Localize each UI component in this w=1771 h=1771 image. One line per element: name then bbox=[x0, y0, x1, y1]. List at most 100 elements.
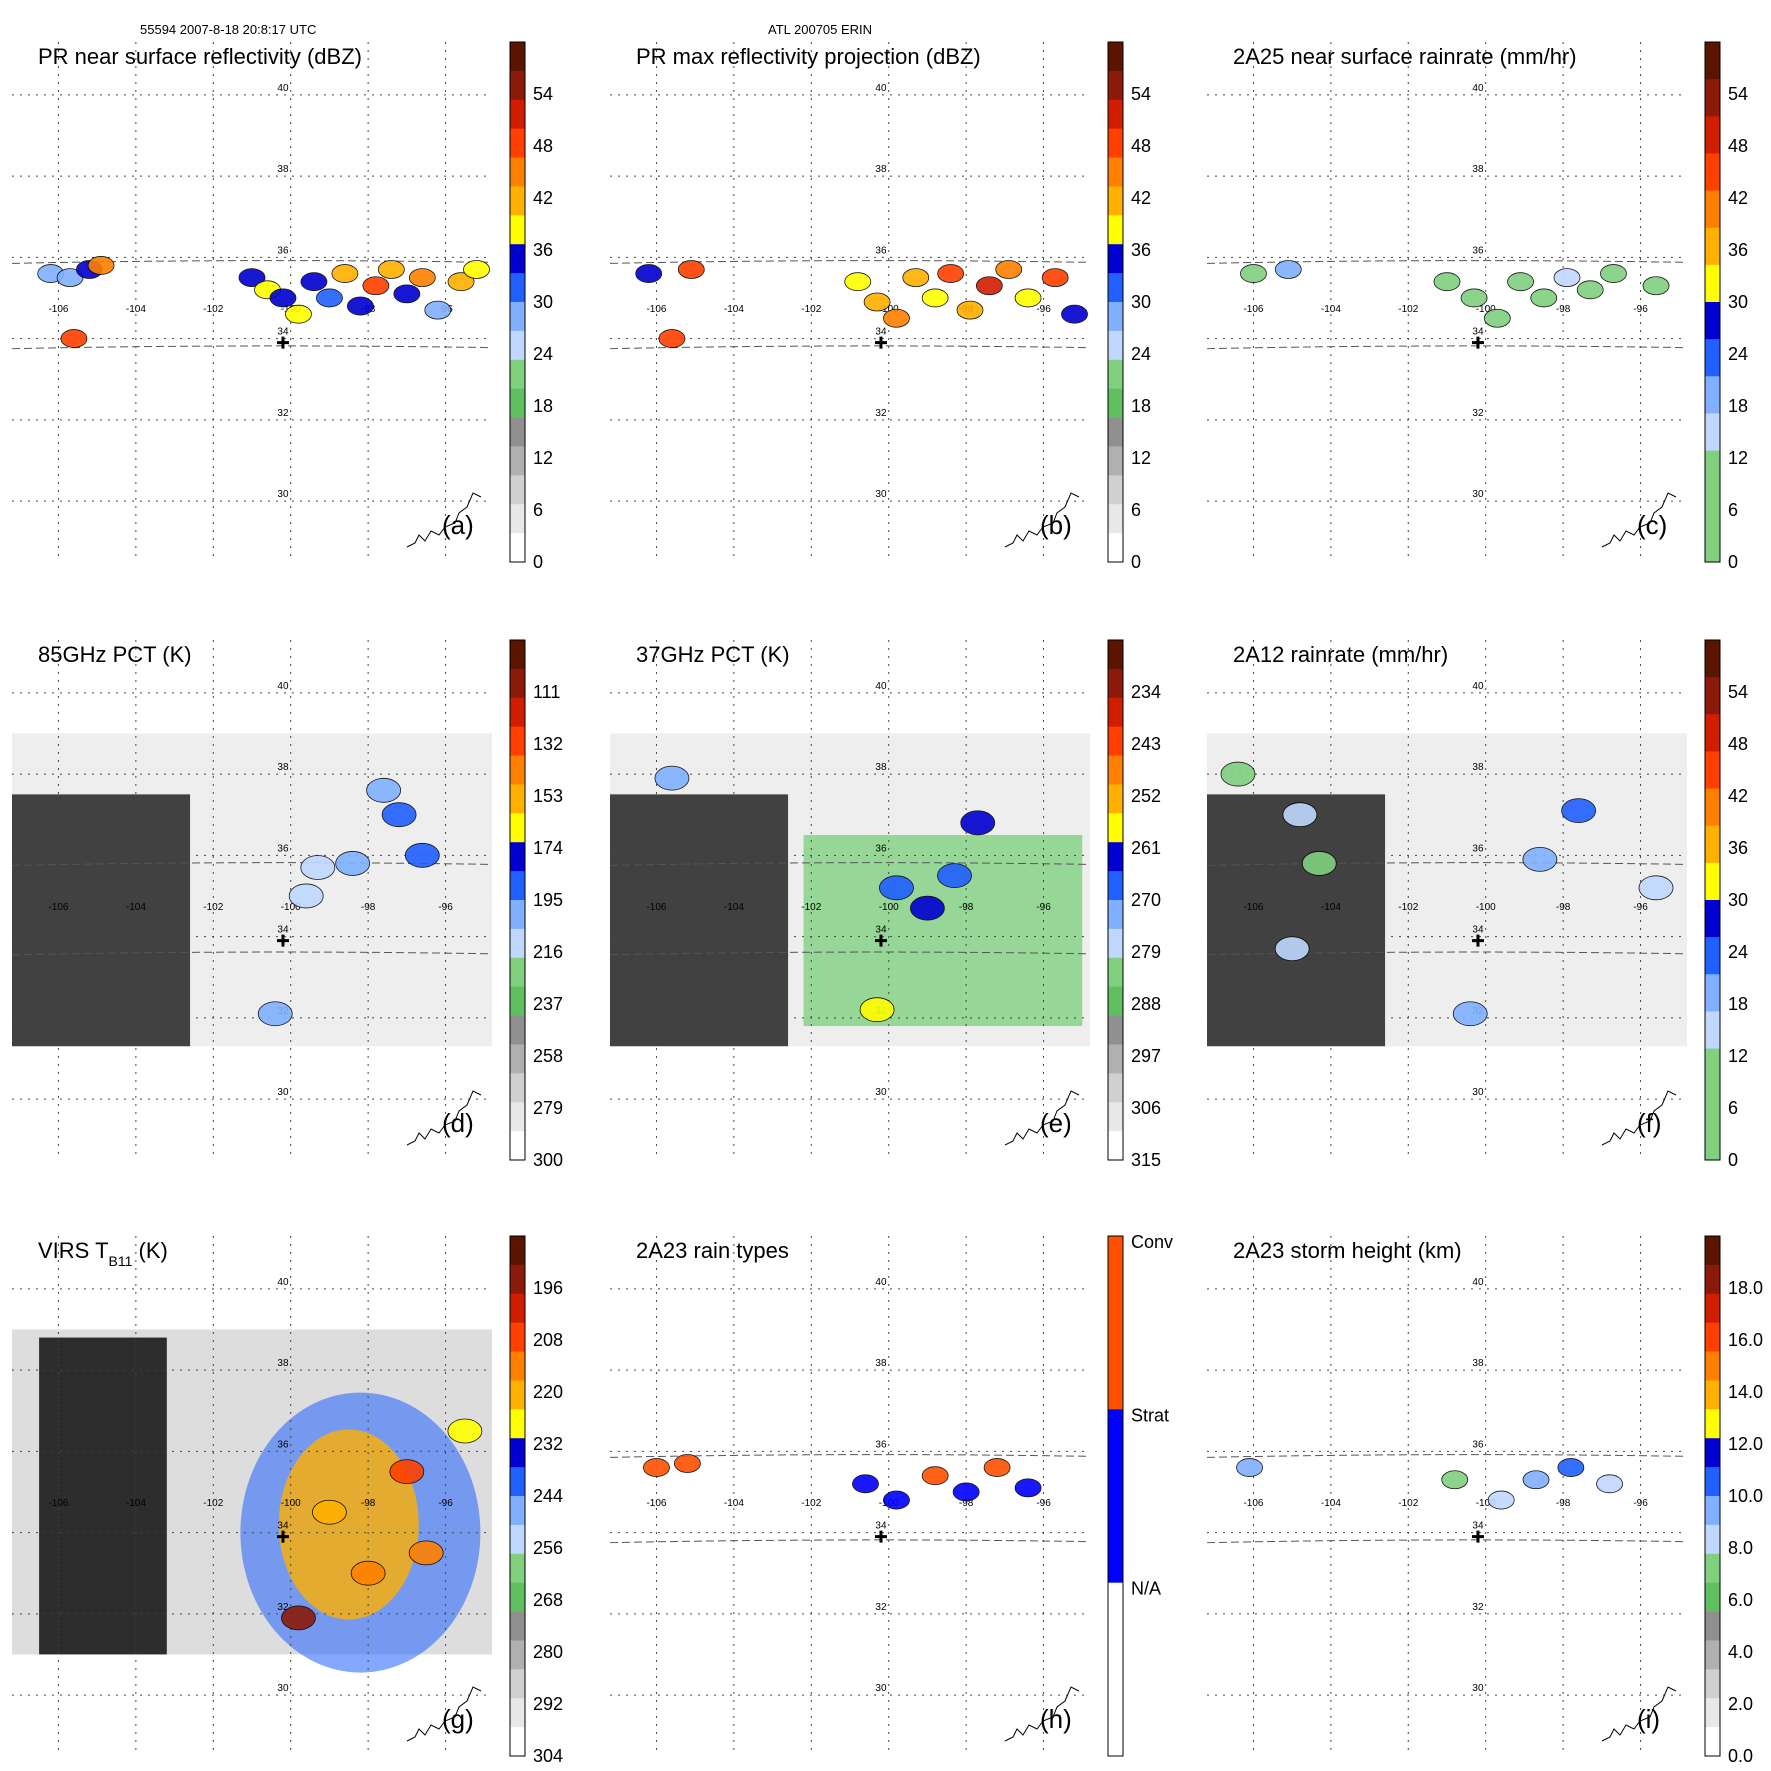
lon-tick-label: -104 bbox=[724, 304, 744, 315]
data-cell bbox=[1460, 288, 1488, 308]
lat-tick-label: 34 bbox=[875, 327, 887, 338]
colorbar-segment bbox=[1705, 751, 1720, 790]
storm-center-marker bbox=[874, 1530, 887, 1543]
colorbar-frame bbox=[1704, 1235, 1721, 1757]
lat-tick-label: 30 bbox=[875, 489, 887, 500]
colorbar-tick-label: 12 bbox=[1728, 1046, 1748, 1066]
colorbar-segment bbox=[510, 1611, 525, 1641]
data-cell bbox=[1483, 308, 1511, 328]
data-cell bbox=[910, 895, 945, 921]
colorbar-tick-label: 195 bbox=[533, 890, 563, 910]
data-cell bbox=[859, 997, 895, 1023]
colorbar-tick-label: 54 bbox=[1728, 682, 1748, 702]
colorbar-frame bbox=[1107, 1235, 1124, 1757]
data-cell bbox=[389, 1459, 425, 1485]
colorbar-segment bbox=[1108, 359, 1123, 390]
storm-center-marker bbox=[276, 1530, 289, 1543]
lon-tick-label: -104 bbox=[724, 1498, 744, 1509]
colorbar-tick-label: 6 bbox=[533, 500, 543, 520]
data-cell bbox=[960, 810, 996, 836]
lon-tick-label: -96 bbox=[1633, 1498, 1648, 1509]
colorbar-segment bbox=[510, 1351, 525, 1381]
colorbar-tick-label: 18 bbox=[1131, 396, 1151, 416]
colorbar-segment bbox=[510, 668, 525, 699]
data-cell bbox=[883, 1490, 910, 1510]
colorbar-segment bbox=[510, 475, 525, 505]
data-cell bbox=[331, 264, 359, 283]
colorbar-tick-label: 244 bbox=[533, 1486, 563, 1506]
data-cell bbox=[674, 1454, 701, 1473]
data-cell bbox=[87, 256, 115, 275]
coastline bbox=[406, 1090, 482, 1146]
colorbar-tick-label: 300 bbox=[533, 1150, 563, 1170]
colorbar-tick-label: 14.0 bbox=[1728, 1382, 1763, 1402]
colorbar-segment bbox=[1108, 1102, 1123, 1132]
colorbar-tick-label: 36 bbox=[1728, 240, 1748, 260]
storm-center-marker bbox=[276, 336, 289, 349]
colorbar-segment bbox=[510, 842, 525, 872]
lon-tick-label: -106 bbox=[646, 902, 666, 913]
lon-tick-label: -104 bbox=[1321, 1498, 1341, 1509]
data-cell bbox=[1530, 288, 1558, 308]
colorbar-tick-label: 12 bbox=[1728, 448, 1748, 468]
lon-tick-label: -106 bbox=[646, 1498, 666, 1509]
colorbar-segment bbox=[1108, 1582, 1123, 1757]
storm-center-marker bbox=[1471, 336, 1484, 349]
data-cell bbox=[1553, 268, 1581, 288]
panel-label: (f) bbox=[1637, 1108, 1662, 1138]
lat-tick-label: 40 bbox=[1472, 1277, 1484, 1288]
colorbar-segment bbox=[1705, 227, 1720, 266]
lat-tick-label: 38 bbox=[875, 1358, 887, 1369]
lat-tick-label: 36 bbox=[277, 245, 289, 256]
colorbar-segment bbox=[510, 1044, 525, 1074]
lon-tick-label: -102 bbox=[203, 902, 223, 913]
colorbar-segment bbox=[510, 1467, 525, 1497]
lat-tick-label: 36 bbox=[277, 1439, 289, 1450]
data-cell bbox=[1576, 280, 1604, 300]
colorbar-segment bbox=[510, 957, 525, 988]
lat-tick-label: 32 bbox=[277, 408, 289, 419]
colorbar-segment bbox=[510, 1264, 525, 1295]
colorbar-segment bbox=[1108, 330, 1123, 361]
colorbar-segment bbox=[1108, 668, 1123, 699]
colorbar-segment bbox=[1108, 1015, 1123, 1045]
colorbar-tick-label: 16.0 bbox=[1728, 1330, 1763, 1350]
colorbar-segment bbox=[510, 244, 525, 274]
colorbar-tick-label: 288 bbox=[1131, 994, 1161, 1014]
colorbar-segment bbox=[1705, 1293, 1720, 1324]
colorbar-segment bbox=[1705, 413, 1720, 452]
data-cell bbox=[408, 1540, 444, 1566]
colorbar-segment bbox=[510, 533, 525, 563]
data-cell bbox=[350, 1560, 386, 1586]
colorbar-tick-label: 261 bbox=[1131, 838, 1161, 858]
colorbar-segment bbox=[510, 70, 525, 101]
data-cell bbox=[1061, 304, 1088, 324]
warm-region bbox=[803, 835, 1083, 1026]
data-cell bbox=[1041, 268, 1069, 288]
lon-tick-label: -102 bbox=[1398, 304, 1418, 315]
data-cell bbox=[983, 1458, 1011, 1477]
data-cell bbox=[1487, 1490, 1515, 1510]
colorbar-segment bbox=[1108, 1131, 1123, 1161]
colorbar-tick-label: 6.0 bbox=[1728, 1590, 1753, 1610]
colorbar-segment bbox=[1705, 1122, 1720, 1161]
coastline bbox=[406, 1686, 482, 1742]
lon-tick-label: -98 bbox=[1556, 902, 1571, 913]
colorbar-segment bbox=[1705, 1351, 1720, 1381]
data-cell bbox=[238, 268, 266, 288]
data-cell bbox=[1240, 264, 1267, 283]
colorbar-segment bbox=[510, 1322, 525, 1353]
swath-edge bbox=[11, 260, 493, 264]
colorbar-segment bbox=[1705, 1611, 1720, 1641]
colorbar-segment bbox=[510, 273, 525, 303]
colorbar-tick-label: 30 bbox=[1131, 292, 1151, 312]
colorbar-segment bbox=[510, 1380, 525, 1410]
colorbar-segment bbox=[510, 128, 525, 159]
colorbar-segment bbox=[1108, 186, 1123, 216]
panel-title: 2A23 storm height (km) bbox=[1233, 1238, 1462, 1263]
colorbar-frame bbox=[509, 639, 526, 1161]
colorbar-segment bbox=[1705, 1438, 1720, 1468]
data-cell bbox=[921, 288, 949, 308]
